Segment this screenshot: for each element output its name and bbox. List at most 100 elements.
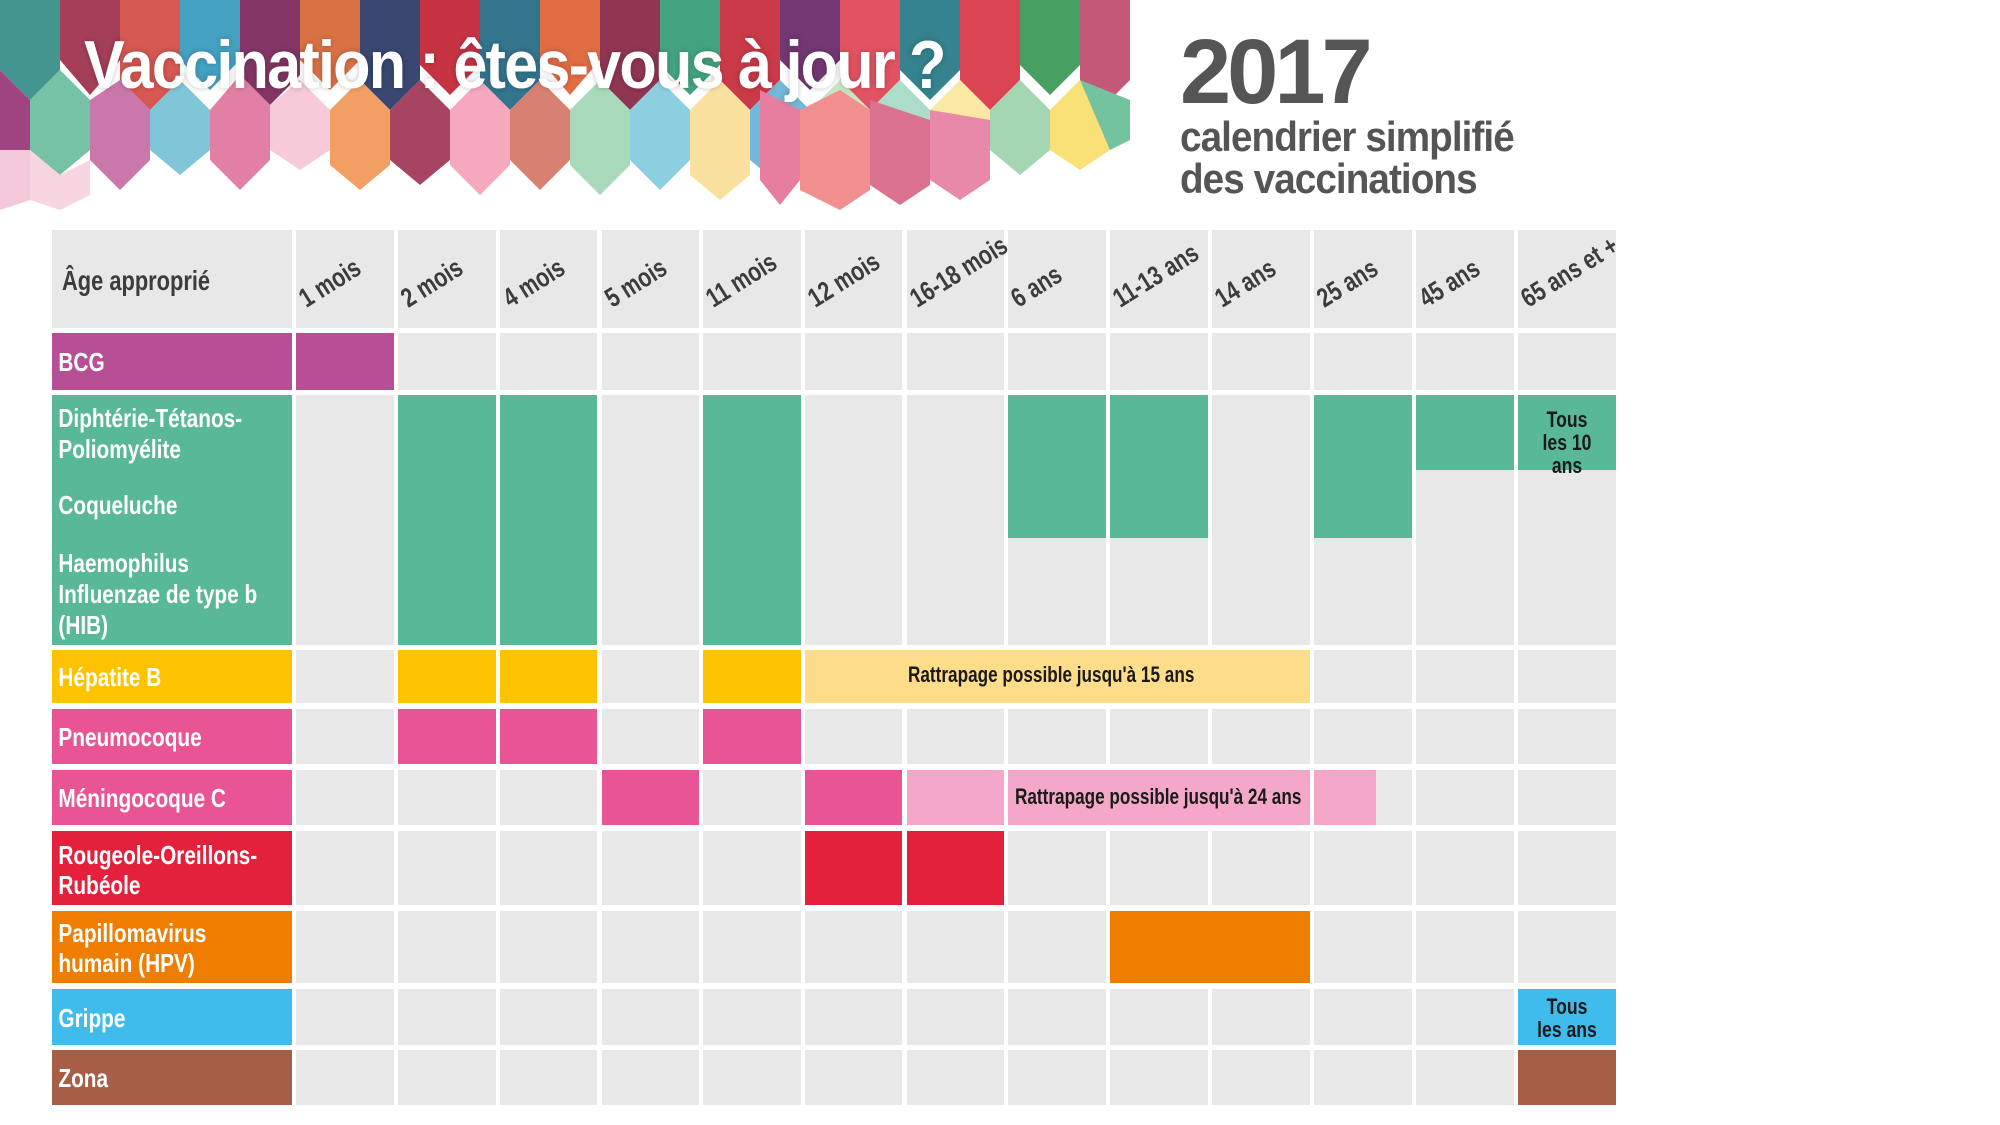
note-line: les 10 ans xyxy=(1542,430,1592,478)
schedule-cell xyxy=(1110,831,1208,905)
vaccine-label-hpv-2: humain (HPV) xyxy=(58,948,195,978)
schedule-cell xyxy=(1416,650,1514,703)
catchup-hepb xyxy=(805,650,1310,703)
note-dtp-every-10-years: Tous les 10 ans xyxy=(1528,408,1606,477)
note-line: Tous xyxy=(1546,407,1588,432)
catchup-menc-16-18mois xyxy=(907,770,1004,825)
vaccine-label-meningocoque: Méningocoque C xyxy=(58,783,226,813)
schedule-cell xyxy=(500,989,597,1045)
header-label-cell xyxy=(52,230,292,328)
schedule-cell xyxy=(1110,333,1208,390)
dose-hepb-4mois xyxy=(500,650,597,703)
schedule-cell xyxy=(602,333,699,390)
vaccine-label-zona: Zona xyxy=(58,1063,109,1093)
vaccine-label-bcg: BCG xyxy=(58,347,105,377)
schedule-cell xyxy=(602,911,699,983)
dose-dtp-6ans xyxy=(1008,395,1106,538)
age-header-cell xyxy=(703,230,801,328)
catchup-menc xyxy=(1008,770,1310,825)
schedule-cell xyxy=(398,989,496,1045)
dose-ror-12mois xyxy=(805,831,902,905)
schedule-cell xyxy=(398,831,496,905)
schedule-cell xyxy=(296,709,394,764)
schedule-cell xyxy=(703,770,801,825)
age-header-cell xyxy=(1518,230,1616,328)
schedule-cell xyxy=(500,333,597,390)
vaccine-label-hib-2: Influenzae de type b xyxy=(58,579,258,609)
schedule-cell xyxy=(398,770,496,825)
schedule-cell xyxy=(1416,911,1514,983)
vaccine-label-hepb: Hépatite B xyxy=(58,662,162,692)
schedule-cell xyxy=(1518,333,1616,390)
schedule-cell xyxy=(703,831,801,905)
schedule-cell xyxy=(1416,1050,1514,1105)
note-hepb-catchup: Rattrapage possible jusqu'à 15 ans xyxy=(908,662,1195,687)
age-header-cell xyxy=(1212,230,1310,328)
age-header-cell xyxy=(1110,230,1208,328)
vaccine-label-hib-3: (HIB) xyxy=(58,610,109,640)
schedule-cell xyxy=(1416,333,1514,390)
schedule-cell xyxy=(1212,989,1310,1045)
menc-label-cell xyxy=(52,770,292,825)
age-header-cell xyxy=(907,230,1004,328)
schedule-cell xyxy=(1008,709,1106,764)
schedule-cell xyxy=(1518,831,1616,905)
schedule-cell xyxy=(1212,333,1310,390)
catchup-menc-25ans xyxy=(1314,770,1376,825)
schedule-cell xyxy=(1008,1050,1106,1105)
dose-dtp-25ans xyxy=(1314,395,1412,538)
dose-dtp-4mois xyxy=(500,395,597,645)
schedule-cell xyxy=(1518,650,1616,703)
schedule-cell xyxy=(296,770,394,825)
schedule-cell xyxy=(1110,989,1208,1045)
dose-dtp-2mois xyxy=(398,395,496,645)
vaccine-label-grippe: Grippe xyxy=(58,1003,126,1033)
dose-pneumo-4mois xyxy=(500,709,597,764)
vaccine-label-pneumocoque: Pneumocoque xyxy=(58,722,202,752)
grippe-label-cell xyxy=(52,989,292,1045)
schedule-cell xyxy=(500,770,597,825)
schedule-cell xyxy=(1518,911,1616,983)
schedule-cell xyxy=(1518,770,1616,825)
dose-dtp-45ans xyxy=(1416,395,1514,470)
dose-hpv-11-14ans xyxy=(1110,911,1310,983)
vaccine-label-hib-1: Haemophilus xyxy=(58,548,190,578)
schedule-cell xyxy=(703,989,801,1045)
age-header-cell xyxy=(398,230,496,328)
schedule-cell xyxy=(296,650,394,703)
schedule-cell xyxy=(805,333,902,390)
schedule-cell xyxy=(1416,709,1514,764)
schedule-cell xyxy=(1416,831,1514,905)
dose-bcg-1mois xyxy=(296,333,394,390)
year-label: 2017 xyxy=(1180,21,1373,123)
bcg-label-cell xyxy=(52,333,292,390)
vaccine-label-hpv-1: Papillomavirus xyxy=(58,918,207,948)
dose-pneumo-2mois xyxy=(398,709,496,764)
age-header-cell xyxy=(296,230,394,328)
schedule-cell xyxy=(1212,395,1310,645)
dose-grippe-65ans xyxy=(1518,989,1616,1045)
note-line: Tous xyxy=(1546,994,1588,1019)
schedule-cell xyxy=(907,1050,1004,1105)
hexagon-mosaic-icon xyxy=(0,0,1130,210)
dose-zona-65ans xyxy=(1518,1050,1616,1105)
schedule-cell xyxy=(602,709,699,764)
vaccine-label-dtp-1: Diphtérie-Tétanos- xyxy=(58,403,243,433)
schedule-cell xyxy=(1008,333,1106,390)
schedule-cell xyxy=(1314,831,1412,905)
age-header-cell xyxy=(1416,230,1514,328)
schedule-cell xyxy=(907,333,1004,390)
age-header-cell xyxy=(805,230,902,328)
vaccine-label-ror-2: Rubéole xyxy=(58,870,141,900)
schedule-cell xyxy=(703,911,801,983)
schedule-cell xyxy=(296,989,394,1045)
schedule-cell xyxy=(602,989,699,1045)
dose-dtp-11-13ans xyxy=(1110,395,1208,538)
schedule-cell xyxy=(1314,911,1412,983)
schedule-cell xyxy=(1314,1050,1412,1105)
dose-dtp-65ans xyxy=(1518,395,1616,470)
schedule-cell xyxy=(907,395,1004,645)
schedule-cell xyxy=(1110,1050,1208,1105)
dtp-label-cell xyxy=(52,395,292,645)
schedule-cell xyxy=(1008,989,1106,1045)
